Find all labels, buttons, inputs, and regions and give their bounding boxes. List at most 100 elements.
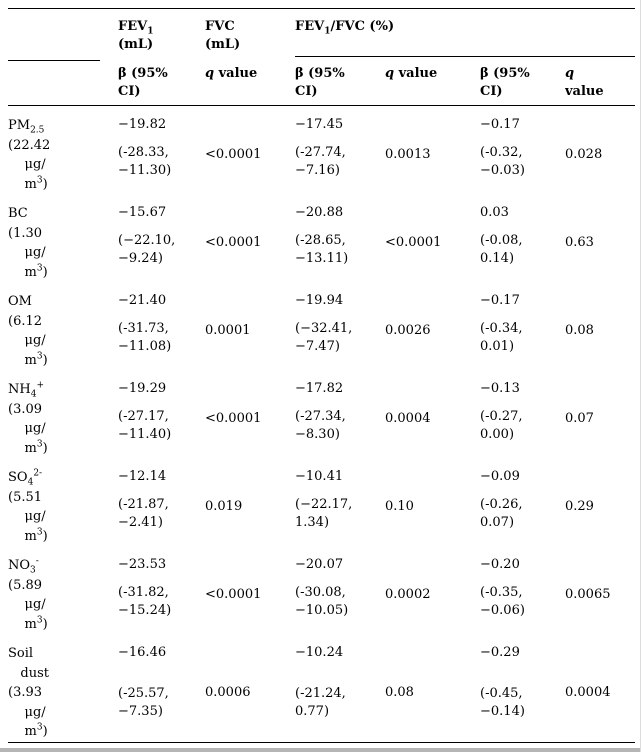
q-value-fev1: <0.0001 [205,587,262,602]
beta-ratio: −0.17 [480,293,520,308]
beta-fev1: −19.82 [118,117,167,132]
col-group-fev1: FEV1 (mL) [118,19,154,52]
ci-ratio: (-0.27, 0.00) [480,409,523,442]
table-row-ci: (−22.10, −9.24) (-28.65, −13.11) (-0.08,… [8,222,635,282]
table-row: BC (1.30 μg/ m3) −15.67 <0.0001 −20.88 <… [8,194,635,280]
header-q-ratio: q value [565,56,636,106]
q-value-ratio: 0.028 [565,147,603,162]
table-row-ci: (-25.57, −7.35) (-21.24, 0.77) (-0.45, −… [8,668,635,742]
header-beta-fvc: β (95% CI) [295,56,385,106]
q-value-fvc: 0.08 [385,684,414,700]
header-sub-row: β (95% CI) q value β (95% CI) q value β … [8,56,636,106]
table-row: PM2.5 (22.42 μg/ m3) −19.82 <0.0001 −17.… [8,106,635,192]
header-beta-fev1: β (95% CI) [118,56,205,106]
beta-fev1: −19.29 [118,381,167,396]
ci-fev1: (-31.73, −11.08) [118,321,172,354]
pollutant-name: NH4+ (3.09 μg/ m3) [8,380,48,456]
table-row-ci: (-31.73, −11.08) (−32.41, −7.47) (-0.34,… [8,310,635,370]
beta-ratio: −0.09 [480,469,520,484]
table-row: OM (6.12 μg/ m3) −21.40 0.0001 −19.94 0.… [8,282,635,368]
ci-fvc: (-30.08, −10.05) [295,585,349,618]
beta-ratio: −0.17 [480,117,520,132]
table-row-ci: (-27.17, −11.40) (-27.34, −8.30) (-0.27,… [8,398,635,458]
q-value-ratio: 0.0065 [565,587,611,602]
ci-fev1: (-21.87, −2.41) [118,497,169,530]
beta-fvc: −19.94 [295,293,344,308]
table-row: NO3- (5.89 μg/ m3) −23.53 <0.0001 −20.07… [8,546,635,632]
beta-fev1: −21.40 [118,293,167,308]
ci-ratio: (-0.34, 0.01) [480,321,523,354]
beta-fvc: −10.24 [295,645,344,660]
q-value-ratio: 0.07 [565,411,594,426]
ci-ratio: (-0.26, 0.07) [480,497,523,530]
ci-fev1: (-27.17, −11.40) [118,409,172,442]
q-value-ratio: 0.08 [565,323,594,338]
table-header: FEV1 (mL) FVC (mL) FEV1/FVC (%) β (95% C… [8,8,636,106]
col-group-fvc: FVC (mL) [205,19,241,52]
beta-fvc: −17.45 [295,117,344,132]
beta-fev1: −15.67 [118,205,167,220]
q-value-ratio: 0.0004 [565,684,611,700]
beta-fev1: −16.46 [118,645,167,660]
beta-fev1: −23.53 [118,557,167,572]
q-value-fev1: 0.0006 [205,684,251,700]
stub-rule-cell [8,56,118,106]
q-value-ratio: 0.29 [565,499,594,514]
pollutant-name: SO42- (5.51 μg/ m3) [8,468,48,544]
stub-header-cell [8,9,118,57]
q-value-fev1: 0.0001 [205,323,251,338]
empty-header-rule [8,59,100,61]
ci-fvc: (-28.65, −13.11) [295,233,349,266]
page-bottom-edge [0,748,640,752]
q-value-fvc: 0.0002 [385,587,431,602]
pollutant-name: OM (6.12 μg/ m3) [8,294,48,368]
q-value-fvc: <0.0001 [385,235,442,250]
header-group-row: FEV1 (mL) FVC (mL) FEV1/FVC (%) [8,8,636,57]
beta-fev1: −12.14 [118,469,167,484]
q-value-fvc: 0.0004 [385,411,431,426]
table-row-ci: (-21.87, −2.41) (−22.17, 1.34) (-0.26, 0… [8,486,635,546]
header-q-fvc: q value [385,56,480,106]
col-group-fev1-fvc-ratio: FEV1/FVC (%) [295,8,636,57]
ci-fvc: (-27.74, −7.16) [295,145,346,178]
header-beta-ratio: β (95% CI) [480,56,565,106]
pollutant-name: NO3- (5.89 μg/ m3) [8,556,48,632]
ci-fvc: (-21.24, 0.77) [295,685,346,719]
q-value-fev1: <0.0001 [205,235,262,250]
results-table: FEV1 (mL) FVC (mL) FEV1/FVC (%) β (95% C… [8,8,636,743]
ci-fvc: (−32.41, −7.47) [295,321,353,354]
beta-ratio: 0.03 [480,205,509,220]
ci-fvc: (−22.17, 1.34) [295,497,353,530]
q-value-fev1: <0.0001 [205,147,262,162]
ci-ratio: (-0.32, −0.03) [480,145,525,178]
q-value-fev1: <0.0001 [205,411,262,426]
table-row-ci: (-31.82, −15.24) (-30.08, −10.05) (-0.35… [8,574,635,634]
ci-fev1: (−22.10, −9.24) [118,233,176,266]
ci-fvc: (-27.34, −8.30) [295,409,346,442]
q-value-fvc: 0.0013 [385,147,431,162]
ci-fev1: (-31.82, −15.24) [118,585,172,618]
beta-ratio: −0.20 [480,557,520,572]
beta-ratio: −0.13 [480,381,520,396]
ci-ratio: (-0.35, −0.06) [480,585,525,618]
table-row: Soil dust (3.93 μg/ m3) −16.46 0.0006 −1… [8,634,635,739]
beta-fvc: −10.41 [295,469,344,484]
beta-fvc: −20.07 [295,557,344,572]
header-q-fev1: q value [205,56,295,106]
table-row-ci: (-28.33, −11.30) (-27.74, −7.16) (-0.32,… [8,134,635,194]
beta-fvc: −20.88 [295,205,344,220]
pollutant-name: BC (1.30 μg/ m3) [8,206,48,280]
table-row: SO42- (5.51 μg/ m3) −12.14 0.019 −10.41 … [8,458,635,544]
pollutant-name: PM2.5 (22.42 μg/ m3) [8,118,51,192]
table-body: PM2.5 (22.42 μg/ m3) −19.82 <0.0001 −17.… [8,106,635,743]
beta-ratio: −0.29 [480,645,520,660]
ci-ratio: (-0.45, −0.14) [480,685,525,719]
q-value-fvc: 0.10 [385,499,414,514]
q-value-fvc: 0.0026 [385,323,431,338]
pollutant-name: Soil dust (3.93 μg/ m3) [8,646,49,739]
beta-fvc: −17.82 [295,381,344,396]
table-row: NH4+ (3.09 μg/ m3) −19.29 <0.0001 −17.82… [8,370,635,456]
q-value-ratio: 0.63 [565,235,594,250]
q-value-fev1: 0.019 [205,499,243,514]
